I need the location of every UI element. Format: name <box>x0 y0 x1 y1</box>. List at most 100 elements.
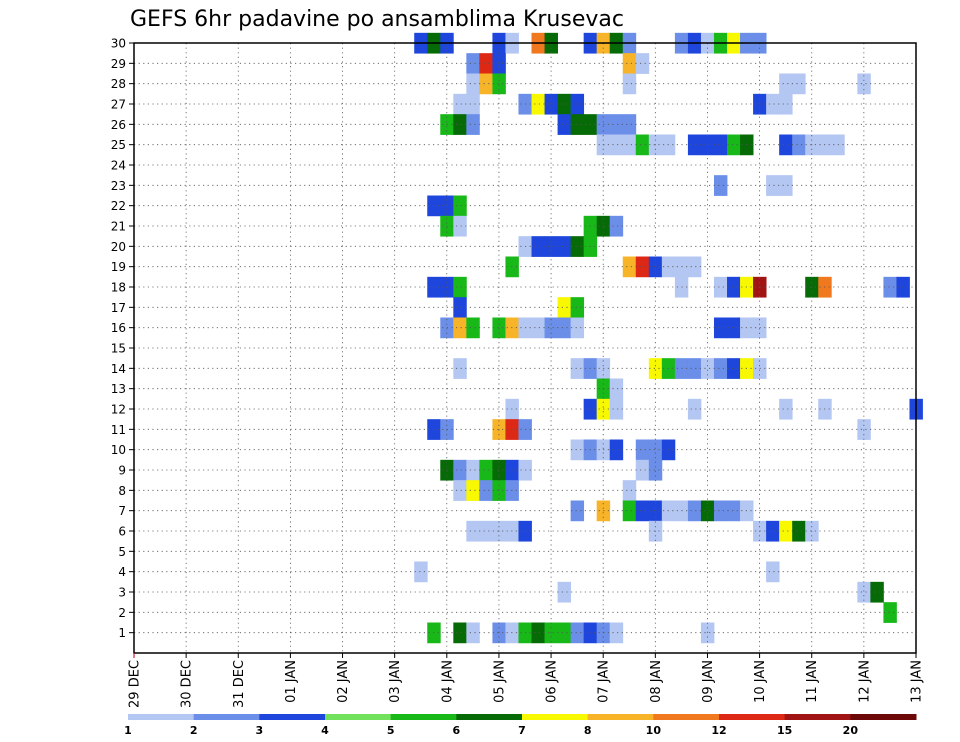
heatmap-cell <box>466 93 480 115</box>
heatmap-cell <box>557 581 572 603</box>
x-tick-label: 04 JAN <box>440 660 455 703</box>
heatmap-cell <box>531 236 545 257</box>
colorbar-swatch <box>193 714 260 720</box>
y-tick-label: 5 <box>118 545 126 559</box>
heatmap-cell <box>479 53 493 74</box>
heatmap-cell <box>622 256 637 278</box>
heatmap-cell <box>648 439 663 461</box>
colorbar-swatch <box>587 714 654 720</box>
heatmap-cell <box>779 398 793 420</box>
y-tick-label: 7 <box>118 504 126 518</box>
heatmap-cell <box>727 276 741 298</box>
heatmap-cell <box>727 134 741 156</box>
colorbar-tick-label: 7 <box>518 724 526 737</box>
heatmap-cell <box>479 73 493 95</box>
heatmap-cell <box>531 93 545 115</box>
heatmap-cell <box>609 439 624 461</box>
heatmap-cell <box>727 358 741 379</box>
heatmap-cell <box>713 500 728 522</box>
heatmap-cell <box>557 93 572 115</box>
heatmap-cell <box>779 134 793 156</box>
x-tick-label: 06 JAN <box>545 660 560 703</box>
colorbar-swatch <box>390 714 457 720</box>
heatmap-cell <box>792 73 806 95</box>
heatmap-cell <box>766 93 780 115</box>
y-tick-label: 21 <box>111 220 126 234</box>
heatmap-cell <box>453 459 467 481</box>
heatmap-cell <box>635 256 650 278</box>
colorbar-tick-label: 2 <box>190 724 198 737</box>
x-tick-label: 03 JAN <box>388 660 403 703</box>
heatmap-cell <box>622 480 637 501</box>
x-tick-label: 13 JAN <box>910 660 925 703</box>
heatmap-cell <box>557 236 572 257</box>
chart-title: GEFS 6hr padavine po ansamblima Krusevac <box>130 7 624 32</box>
colorbar-swatch <box>128 714 195 720</box>
heatmap-cell <box>453 195 467 217</box>
heatmap-cell <box>713 276 728 298</box>
y-tick-label: 25 <box>111 138 126 152</box>
y-tick-label: 8 <box>118 484 126 498</box>
heatmap-cell <box>531 317 545 339</box>
colorbar-tick-label: 8 <box>584 724 592 737</box>
heatmap-cell <box>570 114 585 135</box>
y-tick-label: 22 <box>111 199 126 213</box>
heatmap-cell <box>453 358 467 379</box>
heatmap-cell <box>870 581 884 603</box>
heatmap-cell <box>779 175 793 196</box>
heatmap-cell <box>492 53 506 74</box>
heatmap-cell <box>466 622 480 644</box>
heatmap-cell <box>544 93 558 115</box>
heatmap-cell <box>713 134 728 156</box>
heatmap-cell <box>622 114 637 135</box>
y-tick-label: 11 <box>111 423 126 437</box>
y-tick-label: 24 <box>111 159 126 173</box>
heatmap-cell <box>453 622 467 644</box>
heatmap-cell <box>648 358 663 379</box>
heatmap-cell <box>466 53 480 74</box>
heatmap-cell <box>466 480 480 501</box>
colorbar-swatch <box>259 714 326 720</box>
y-tick-label: 27 <box>111 98 126 112</box>
y-tick-label: 26 <box>111 118 126 132</box>
heatmap-cell <box>453 297 467 318</box>
x-tick-label: 02 JAN <box>336 660 351 703</box>
colorbar-swatch <box>325 714 392 720</box>
y-tick-label: 10 <box>111 443 126 457</box>
x-tick-label: 10 JAN <box>753 660 768 703</box>
heatmap-cell <box>766 561 780 583</box>
x-tick-label: 31 DEC <box>232 660 247 708</box>
heatmap-cell <box>609 622 624 644</box>
colorbar-tick-label: 1 <box>124 724 132 737</box>
colorbar-tick-label: 4 <box>321 724 329 737</box>
colorbar-swatch <box>653 714 720 720</box>
y-axis: 1234567891011121314151617181920212223242… <box>111 37 134 640</box>
heatmap-cell <box>713 358 728 379</box>
y-tick-label: 12 <box>111 403 126 417</box>
y-tick-label: 28 <box>111 77 126 91</box>
heatmap-cell <box>609 398 624 420</box>
heatmap-cell <box>479 480 493 501</box>
x-tick-label: 29 DEC <box>128 660 143 708</box>
colorbar-swatch <box>456 714 523 720</box>
heatmap-cell <box>635 439 650 461</box>
heatmap-cell <box>453 317 467 339</box>
heatmap-cell <box>453 114 467 135</box>
heatmap-cell <box>622 500 637 522</box>
y-tick-label: 20 <box>111 240 126 254</box>
heatmap-cell <box>883 276 897 298</box>
heatmap-cell <box>792 134 806 156</box>
x-tick-label: 30 DEC <box>180 660 195 708</box>
heatmap-cell <box>479 459 493 481</box>
y-tick-label: 9 <box>118 464 126 478</box>
heatmap-cell <box>570 93 585 115</box>
heatmap-cell <box>453 215 467 237</box>
y-tick-label: 2 <box>118 606 126 620</box>
colorbar-swatch <box>719 714 786 720</box>
x-tick-label: 09 JAN <box>701 660 716 703</box>
y-tick-label: 14 <box>111 362 126 376</box>
heatmap-cell <box>648 500 663 522</box>
y-tick-label: 19 <box>111 260 126 274</box>
colorbar-tick-label: 15 <box>777 724 792 737</box>
